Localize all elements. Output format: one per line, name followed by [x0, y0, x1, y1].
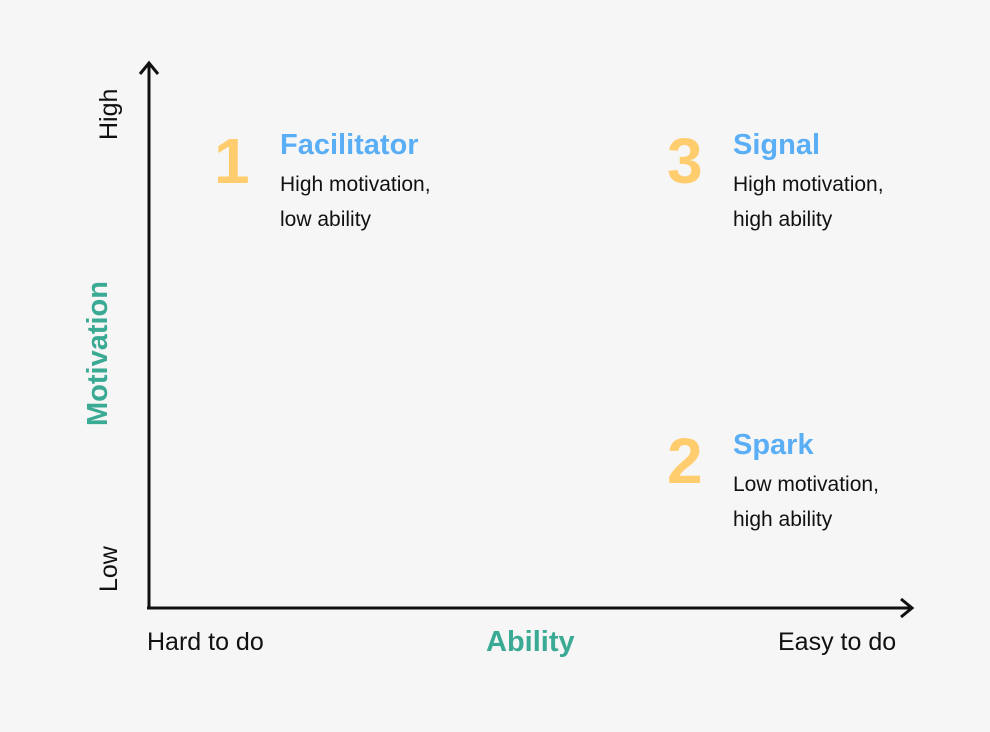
quadrant-description: High motivation, high ability: [733, 167, 884, 237]
y-axis-low-label: Low: [95, 546, 123, 592]
description-line: Low motivation,: [733, 473, 879, 496]
quadrant-description: Low motivation, high ability: [733, 467, 879, 537]
y-axis-arrowhead: [138, 60, 160, 75]
description-line: High motivation,: [733, 173, 884, 196]
description-line: High motivation,: [280, 173, 431, 196]
y-axis-title: Motivation: [82, 281, 114, 426]
quadrant-title: Signal: [733, 129, 821, 161]
x-axis-low-label: Hard to do: [147, 628, 264, 656]
quadrant-number: 1: [214, 125, 250, 197]
description-line: high ability: [733, 208, 833, 231]
x-axis-high-label: Easy to do: [778, 628, 897, 656]
x-axis-arrowhead: [900, 597, 915, 619]
x-axis-title: Ability: [486, 626, 575, 658]
description-line: low ability: [280, 208, 372, 231]
y-axis-high-label: High: [95, 88, 123, 140]
quadrant-number: 3: [667, 125, 703, 197]
quadrant-description: High motivation, low ability: [280, 167, 431, 237]
quadrant-title: Spark: [733, 429, 814, 461]
description-line: high ability: [733, 508, 833, 531]
quadrant-number: 2: [667, 425, 703, 497]
quadrant-title: Facilitator: [280, 129, 419, 161]
